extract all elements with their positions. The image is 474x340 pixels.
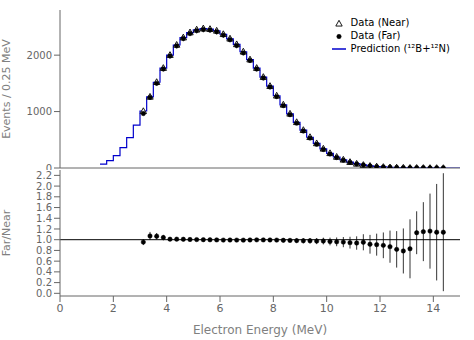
html-text:Data (Far): Data (Far)	[350, 30, 401, 41]
svg-text:0: 0	[46, 163, 52, 170]
svg-text:Events / 0.25 MeV: Events / 0.25 MeV	[0, 39, 13, 139]
svg-text:1.2: 1.2	[36, 224, 52, 235]
svg-text:0.6: 0.6	[36, 256, 52, 267]
svg-text:2: 2	[110, 302, 117, 315]
svg-text:4: 4	[163, 302, 170, 315]
svg-text:14: 14	[426, 302, 440, 315]
svg-text:6: 6	[217, 302, 224, 315]
svg-text:1.6: 1.6	[36, 202, 52, 213]
svg-text:2000: 2000	[27, 50, 52, 61]
html-text:Prediction (¹²B+¹²N): Prediction (¹²B+¹²N)	[350, 43, 450, 54]
svg-text:2.2: 2.2	[36, 170, 52, 181]
svg-text:2.0: 2.0	[36, 181, 52, 192]
svg-text:0.2: 0.2	[36, 277, 52, 288]
html-text:Data (Near): Data (Near)	[350, 17, 410, 28]
svg-text:0.4: 0.4	[36, 266, 52, 277]
svg-text:1000: 1000	[27, 106, 52, 117]
svg-text:10: 10	[320, 302, 334, 315]
svg-text:0.0: 0.0	[36, 288, 52, 299]
svg-text:1.8: 1.8	[36, 191, 52, 202]
svg-text:Far/Near: Far/Near	[0, 209, 13, 256]
svg-text:0: 0	[57, 302, 64, 315]
svg-text:8: 8	[270, 302, 277, 315]
svg-text:1.4: 1.4	[36, 213, 52, 224]
svg-text:1.0: 1.0	[36, 234, 52, 245]
svg-text:0.8: 0.8	[36, 245, 52, 256]
svg-text:Electron Energy (MeV): Electron Energy (MeV)	[193, 323, 327, 337]
svg-text:12: 12	[373, 302, 387, 315]
